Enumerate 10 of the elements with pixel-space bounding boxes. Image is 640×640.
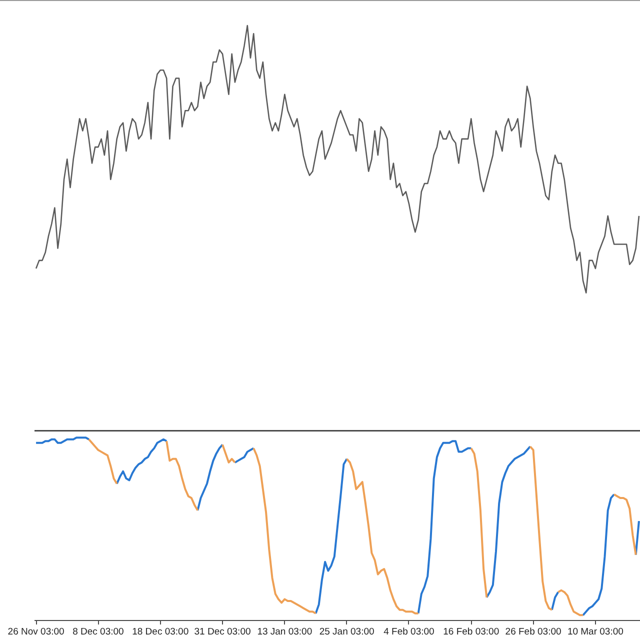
x-tick-label: 18 Dec 03:00 [132, 626, 189, 638]
x-tick-label: 25 Jan 03:00 [319, 626, 374, 638]
x-tick-label: 10 Mar 03:00 [567, 626, 624, 638]
x-tick-label: 31 Dec 03:00 [194, 626, 251, 638]
x-tick-label: 26 Nov 03:00 [8, 626, 64, 638]
x-tick-label: 16 Feb 03:00 [443, 626, 500, 638]
x-tick-label: 26 Feb 03:00 [505, 626, 562, 638]
x-tick-label: 13 Jan 03:00 [257, 626, 312, 638]
x-tick-label: 8 Dec 03:00 [72, 626, 124, 638]
x-tick-label: 4 Feb 03:00 [384, 626, 434, 638]
